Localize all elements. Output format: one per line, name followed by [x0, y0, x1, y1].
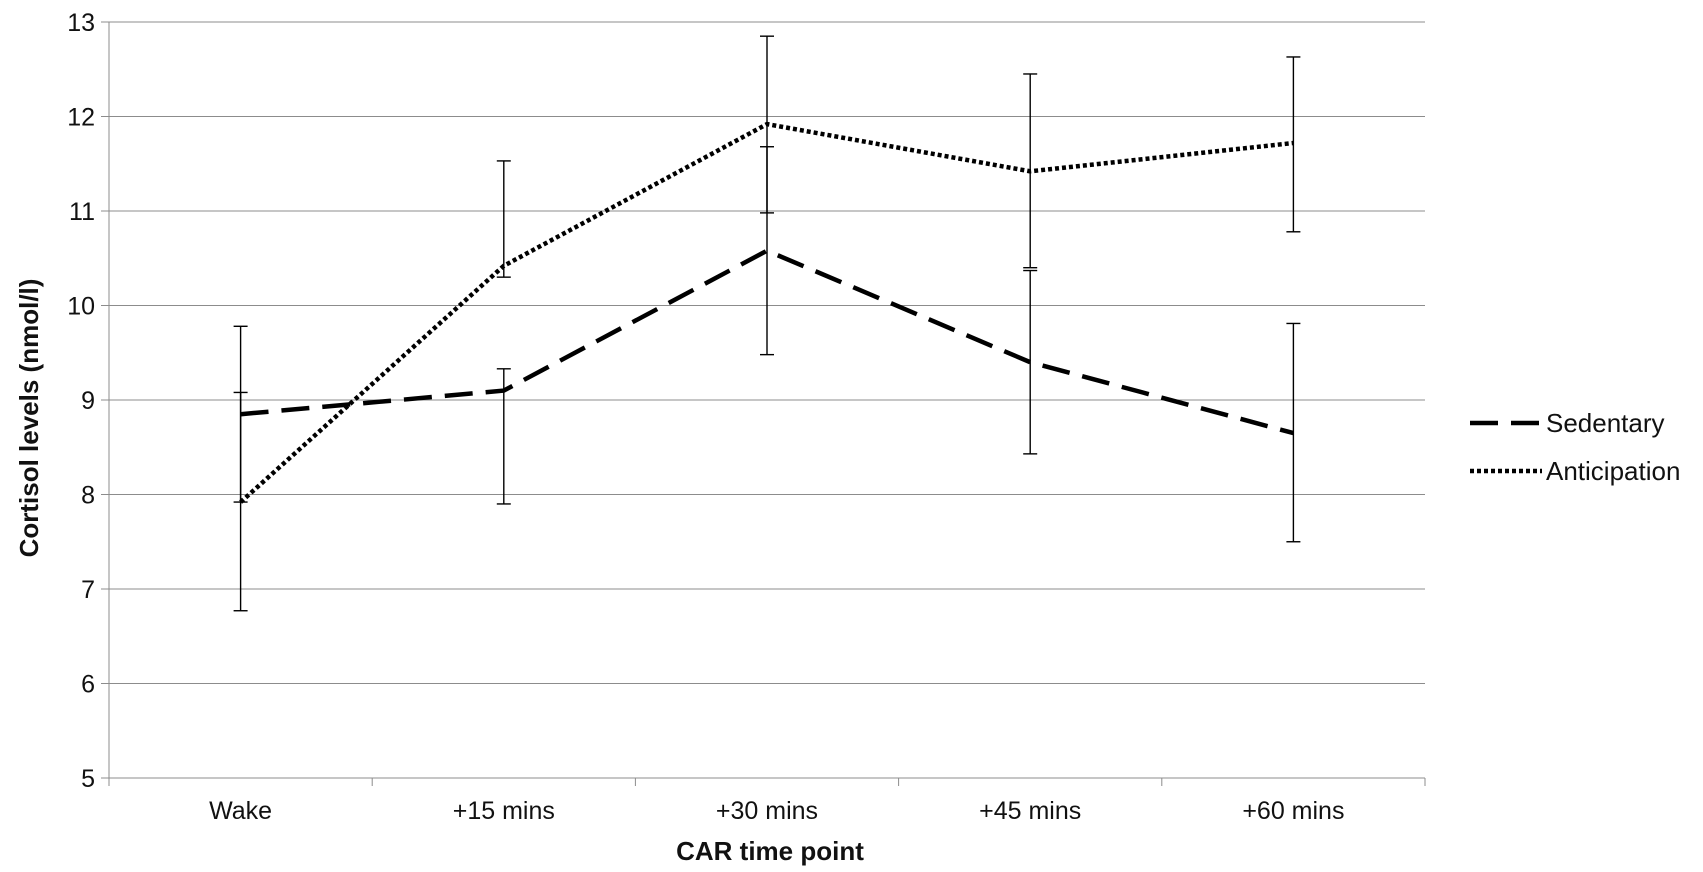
y-tick-label: 9: [81, 387, 95, 415]
y-tick-label: 7: [81, 576, 95, 604]
x-tick-labels: Wake +15 mins +30 mins +45 mins +60 mins: [209, 797, 1344, 825]
x-tick-label: Wake: [209, 797, 272, 825]
x-axis-title: CAR time point: [676, 836, 864, 866]
legend-label: Anticipation: [1546, 456, 1680, 486]
y-tick-label: 13: [67, 9, 95, 37]
x-tick-label: +30 mins: [716, 797, 818, 825]
y-tick-label: 6: [81, 671, 95, 699]
y-axis-title: Cortisol levels (nmol/l): [14, 279, 44, 558]
y-tick-label: 11: [69, 198, 95, 226]
x-tick-label: +15 mins: [453, 797, 555, 825]
y-tick-labels: 5 6 7 8 9 10 11 12 13: [67, 9, 95, 793]
x-tick-label: +60 mins: [1242, 797, 1344, 825]
error-bar: [233, 325, 248, 612]
legend: Sedentary Anticipation: [1470, 408, 1680, 486]
y-tick-label: 8: [81, 482, 95, 510]
series-lines: [239, 121, 1294, 504]
series-line-anticipation: [239, 121, 1294, 504]
x-tick-label: +45 mins: [979, 797, 1081, 825]
legend-entry: Anticipation: [1470, 456, 1680, 486]
series-line-sedentary: [240, 248, 1294, 436]
y-tick-label: 10: [67, 293, 95, 321]
error-bar: [1023, 269, 1038, 455]
y-tick-label: 12: [67, 104, 95, 132]
legend-label: Sedentary: [1546, 408, 1665, 438]
y-tick-label: 5: [81, 765, 95, 793]
legend-entry: Sedentary: [1470, 408, 1665, 438]
axes: [101, 21, 1426, 786]
error-bar: [496, 160, 511, 278]
